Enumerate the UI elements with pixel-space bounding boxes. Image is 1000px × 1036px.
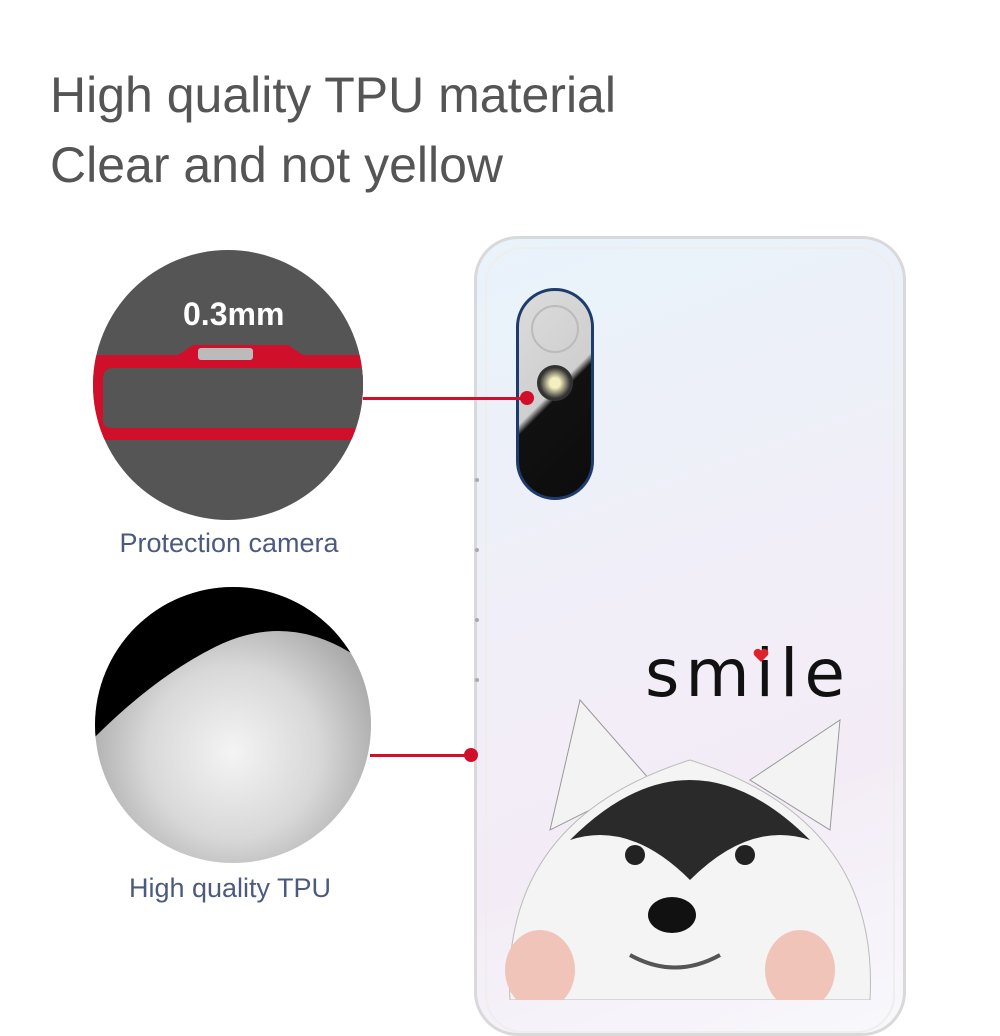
- headline-line-1: High quality TPU material: [50, 67, 616, 123]
- label-protection-camera: Protection camera: [119, 528, 339, 558]
- callout-dot-tpu: [464, 748, 478, 762]
- side-buttons: [475, 478, 479, 682]
- callout-line-tpu: [370, 754, 470, 757]
- heart-icon: [753, 648, 769, 662]
- husky-illustration: [505, 698, 871, 1000]
- flash-icon: [537, 365, 573, 401]
- callout-line-camera: [363, 397, 528, 400]
- camera-lens-icon: [531, 305, 579, 353]
- tpu-material-detail: [95, 587, 371, 863]
- callout-dot-camera: [520, 391, 534, 405]
- thickness-label: 0.3mm: [183, 296, 285, 332]
- smile-text: smile: [645, 635, 851, 712]
- headline-line-2: Clear and not yellow: [50, 137, 504, 193]
- camera-protection-detail: 0.3mm: [93, 250, 363, 520]
- label-tpu: High quality TPU: [128, 873, 332, 903]
